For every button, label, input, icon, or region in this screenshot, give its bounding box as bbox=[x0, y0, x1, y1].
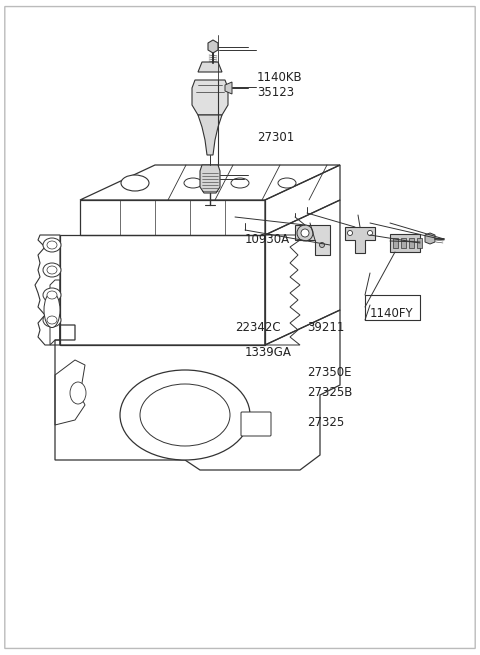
Text: 27325B: 27325B bbox=[307, 386, 353, 400]
FancyBboxPatch shape bbox=[241, 412, 271, 436]
Ellipse shape bbox=[301, 229, 309, 237]
Polygon shape bbox=[295, 225, 330, 255]
Text: 27301: 27301 bbox=[257, 131, 294, 144]
Ellipse shape bbox=[47, 266, 57, 274]
Text: 27325: 27325 bbox=[307, 416, 345, 429]
Polygon shape bbox=[192, 80, 228, 115]
Ellipse shape bbox=[348, 231, 352, 236]
Polygon shape bbox=[425, 233, 435, 244]
Text: 39211: 39211 bbox=[307, 321, 345, 334]
Ellipse shape bbox=[140, 384, 230, 446]
Polygon shape bbox=[390, 234, 420, 252]
Ellipse shape bbox=[278, 178, 296, 188]
Bar bbox=[393, 238, 398, 248]
Polygon shape bbox=[345, 227, 375, 253]
Ellipse shape bbox=[368, 231, 372, 236]
Ellipse shape bbox=[47, 316, 57, 324]
Text: 22342C: 22342C bbox=[235, 321, 281, 334]
Text: 1140KB
35123: 1140KB 35123 bbox=[257, 71, 302, 99]
Text: 10930A: 10930A bbox=[245, 233, 290, 246]
Bar bbox=[409, 238, 414, 248]
Text: 27350E: 27350E bbox=[307, 365, 352, 379]
Ellipse shape bbox=[43, 313, 61, 327]
Ellipse shape bbox=[121, 175, 149, 191]
Ellipse shape bbox=[184, 178, 202, 188]
Polygon shape bbox=[198, 115, 222, 155]
Text: 1140FY: 1140FY bbox=[370, 307, 413, 320]
Ellipse shape bbox=[70, 382, 86, 404]
Ellipse shape bbox=[43, 288, 61, 302]
Polygon shape bbox=[225, 82, 232, 94]
Bar bbox=[401, 238, 406, 248]
Ellipse shape bbox=[120, 370, 250, 460]
Ellipse shape bbox=[43, 263, 61, 277]
Ellipse shape bbox=[297, 225, 313, 241]
Ellipse shape bbox=[47, 291, 57, 299]
Bar bbox=[417, 238, 422, 248]
Ellipse shape bbox=[43, 238, 61, 252]
Ellipse shape bbox=[231, 178, 249, 188]
Ellipse shape bbox=[320, 242, 324, 248]
Ellipse shape bbox=[47, 241, 57, 249]
Polygon shape bbox=[208, 40, 218, 53]
Ellipse shape bbox=[44, 293, 60, 328]
Polygon shape bbox=[198, 62, 222, 72]
Polygon shape bbox=[200, 165, 220, 193]
Text: 1339GA: 1339GA bbox=[245, 346, 292, 359]
